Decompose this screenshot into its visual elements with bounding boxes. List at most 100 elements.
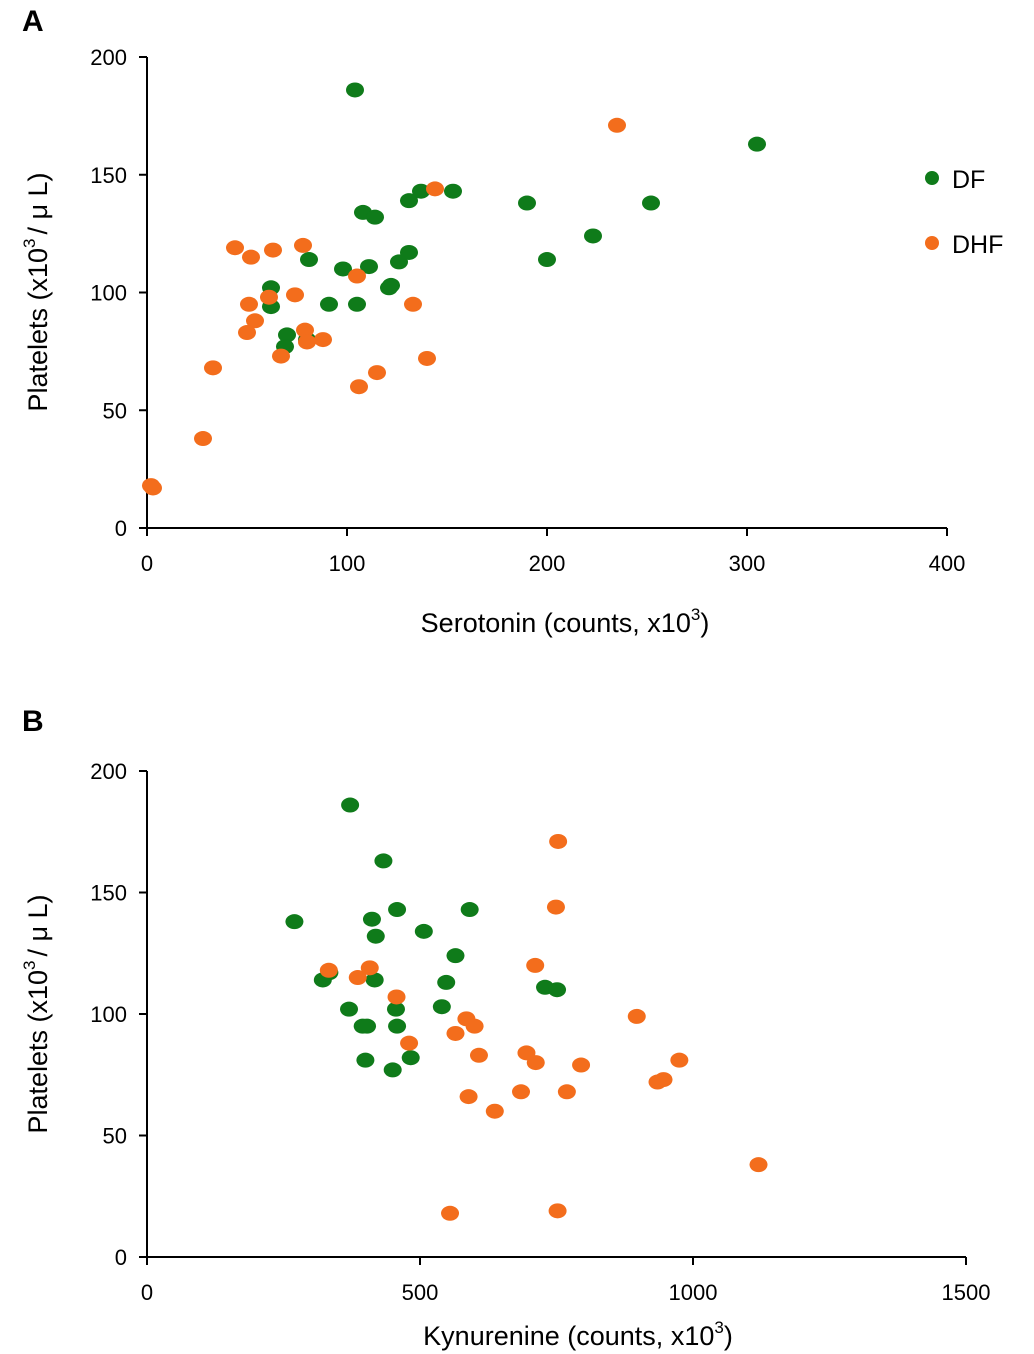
y-tick-label-a: 100 [90,281,127,306]
data-point-dhf-a [264,242,282,258]
y-axis-label-a: Platelets (x103/ μ L) [20,172,53,411]
data-point-dhf-a [286,287,304,303]
data-point-dhf-b [654,1072,673,1088]
data-point-dhf-b [360,960,379,976]
data-point-dhf-b [670,1052,689,1068]
data-point-df-b [366,928,385,944]
data-point-df-b [437,974,456,990]
data-point-dhf-b [526,1055,545,1071]
data-point-dhf-b [465,1018,484,1034]
data-point-df-b [460,902,479,918]
data-point-dhf-a [404,296,422,312]
data-point-dhf-b [572,1057,591,1073]
data-point-dhf-b [348,970,367,986]
data-point-df-b [388,902,407,918]
data-point-df-b [340,1001,359,1017]
data-point-dhf-a [226,240,244,256]
data-point-dhf-a [296,322,314,338]
data-point-dhf-a [204,360,222,376]
data-point-dhf-a [144,480,162,496]
data-point-df-a [360,259,378,275]
x-tick-label-a: 200 [529,551,566,576]
data-point-dhf-b [627,1008,646,1024]
x-tick-label-a: 400 [929,551,966,576]
data-point-df-b [446,948,465,964]
data-point-df-b [365,972,384,988]
y-tick-label-a: 150 [90,163,127,188]
data-point-dhf-a [298,334,316,350]
legend-marker-df [925,171,939,185]
data-point-df-b [341,797,360,813]
data-point-dhf-b [526,957,545,973]
data-point-dhf-b [446,1025,465,1041]
data-point-df-b [388,1018,407,1034]
data-point-df-a [412,183,430,199]
data-point-df-b [401,1050,420,1066]
y-axis-label-b: Platelets (x103/ μ L) [20,894,53,1133]
data-point-dhf-a [314,332,332,348]
data-point-dhf-a [194,431,212,447]
data-point-df-b [383,1062,402,1078]
data-point-df-a [334,261,352,277]
data-point-df-a [300,252,318,268]
data-point-df-b [362,911,381,927]
data-point-dhf-a [272,348,290,364]
data-point-df-a [346,82,364,98]
data-point-dhf-a [608,117,626,133]
data-point-df-a [366,209,384,225]
data-point-df-a [400,193,418,209]
ticks-a: 0 50 100 150 200 0 100 200 300 400 [90,45,965,576]
x-axis-label-b: Kynurenine (counts, x103) [423,1318,733,1351]
data-point-df-a [390,254,408,270]
data-point-dhf-b [400,1035,419,1051]
x-tick-label-a: 300 [729,551,766,576]
data-point-dhf-a [242,249,260,265]
points-b [285,797,768,1221]
data-point-dhf-b [485,1103,504,1119]
data-point-dhf-b [441,1205,460,1221]
ticks-b: 0 50 100 150 200 0 500 1000 1500 [90,759,990,1305]
x-tick-label-b: 1500 [942,1280,991,1305]
data-point-dhf-b [749,1157,768,1173]
panel-b: B 0 50 100 150 200 0 500 1000 1500 Kynurenine (c… [20,705,990,1351]
x-tick-label-a: 100 [329,551,366,576]
x-tick-label-b: 1000 [669,1280,718,1305]
data-point-df-a [642,195,660,211]
x-tick-label-a: 0 [141,551,153,576]
y-tick-label-b: 150 [90,881,127,906]
data-point-df-a [348,296,366,312]
y-tick-label-b: 100 [90,1002,127,1027]
y-tick-label-b: 200 [90,759,127,784]
data-point-dhf-a [348,268,366,284]
data-point-dhf-a [294,237,312,253]
y-tick-label-a: 50 [103,398,127,423]
data-point-dhf-a [426,181,444,197]
data-point-df-b [548,982,567,998]
x-tick-label-b: 0 [141,1280,153,1305]
data-point-df-b [358,1018,377,1034]
legend-marker-dhf [925,236,939,250]
data-point-dhf-a [350,379,368,395]
data-point-df-b [285,914,304,930]
data-point-dhf-a [418,350,436,366]
data-point-df-a [538,252,556,268]
x-axis-label-a: Serotonin (counts, x103) [421,605,710,638]
data-point-dhf-a [260,289,278,305]
legend-label-df: DF [952,166,985,194]
data-point-df-a [382,277,400,293]
data-point-dhf-b [469,1047,488,1063]
panel-label-b: B [22,705,44,738]
data-point-df-a [278,327,296,343]
data-point-df-b [386,1001,405,1017]
panel-label-a: A [22,5,44,38]
data-point-df-a [748,136,766,152]
data-point-dhf-b [512,1084,531,1100]
data-point-dhf-a [246,313,264,329]
y-tick-label-b: 0 [115,1245,127,1270]
x-tick-label-b: 500 [402,1280,439,1305]
data-point-df-b [374,853,393,869]
data-point-dhf-b [549,833,568,849]
data-point-dhf-b [319,962,338,978]
y-tick-label-b: 50 [103,1124,127,1149]
